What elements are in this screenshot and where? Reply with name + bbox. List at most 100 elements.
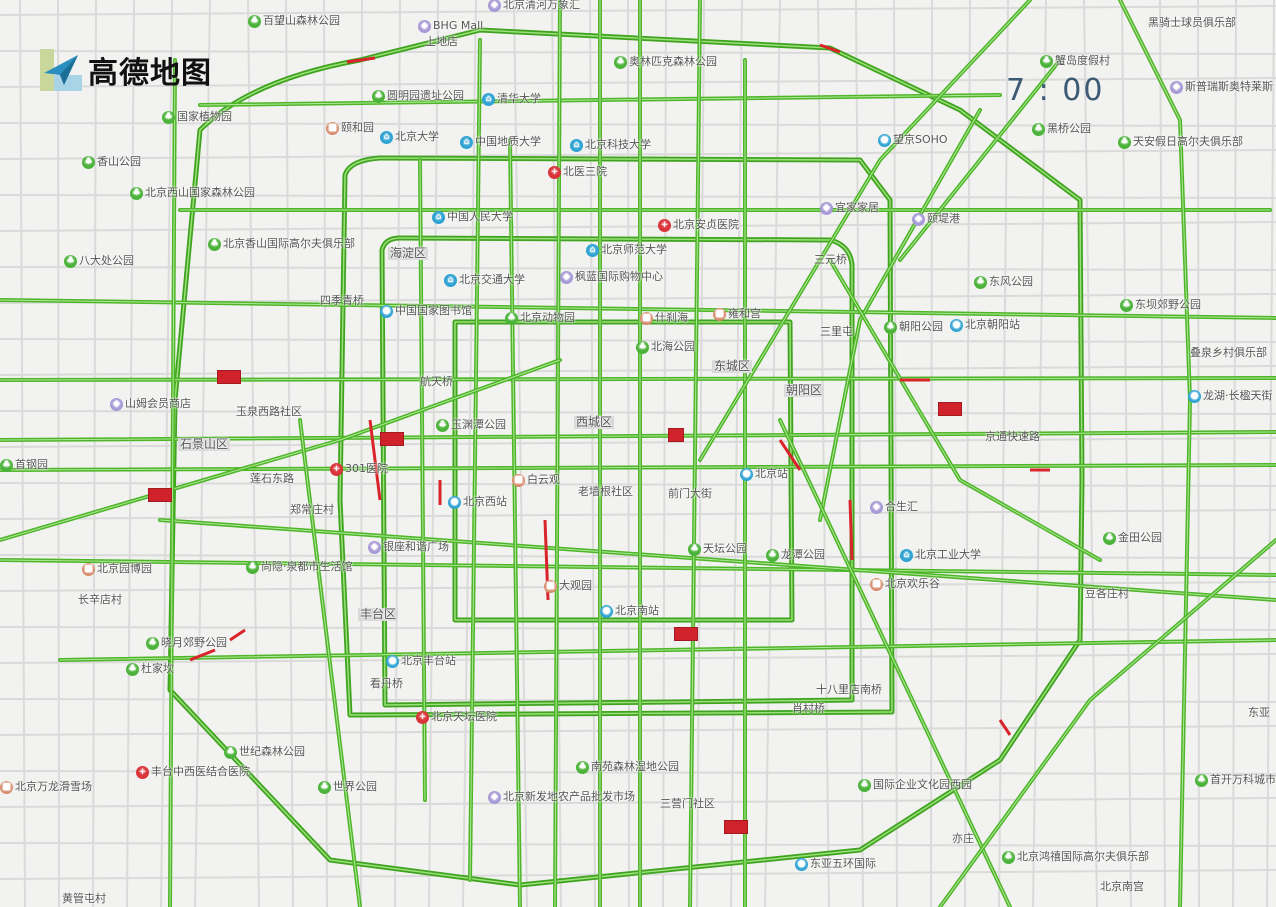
map-label-text[interactable]: 老墙根社区 [578, 485, 633, 498]
map-label-district[interactable]: 东城区 [712, 360, 753, 373]
map-label-park[interactable]: ♣ 尚隐·泉都市生活馆 [246, 560, 353, 574]
map-label-park[interactable]: ♣ 天安假日高尔夫俱乐部 [1118, 135, 1243, 149]
map-label-text[interactable]: 黄管屯村 [62, 892, 106, 905]
map-label-park[interactable]: ♣ 黑桥公园 [1032, 122, 1091, 136]
map-label-station[interactable]: ● 北京站 [740, 467, 788, 481]
map-label-text[interactable]: 京通快速路 [985, 430, 1040, 443]
map-label-hospital[interactable]: +301医院 [330, 462, 388, 476]
map-label-text[interactable]: 黑骑士球员俱乐部 [1148, 16, 1236, 29]
map-label-park[interactable]: ♣ 奥林匹克森林公园 [614, 55, 717, 69]
map-label-park[interactable]: ♣ 东风公园 [974, 275, 1033, 289]
map-label-text[interactable]: 三元桥 [814, 253, 847, 266]
map-label-mall[interactable]: ◆ BHG Mall [418, 19, 483, 33]
map-label-text[interactable]: 东亚 [1248, 706, 1270, 719]
map-label-school[interactable]: ⌂ 北京科技大学 [570, 138, 651, 152]
map-label-station[interactable]: ● 东亚五环国际 [795, 857, 876, 871]
map-label-text[interactable]: 十八里店南桥 [816, 683, 882, 696]
map-label-poi[interactable]: ■ 北京万龙滑雪场 [0, 780, 92, 794]
map-label-park[interactable]: ♣ 北京西山国家森林公园 [130, 186, 255, 200]
map-label-park[interactable]: ♣ 天坛公园 [688, 542, 747, 556]
map-label-park[interactable]: ♣ 蟹岛度假村 [1040, 54, 1110, 68]
map-label-station[interactable]: ● 北京西站 [448, 495, 507, 509]
map-label-mall[interactable]: ◆ 北京新发地农产品批发市场 [488, 790, 635, 804]
map-label-station[interactable]: ● 中国国家图书馆 [380, 304, 472, 318]
map-label-text[interactable]: 前门大街 [668, 487, 712, 500]
map-label-text[interactable]: 看丹桥 [370, 677, 403, 690]
map-label-park[interactable]: ♣ 东坝郊野公园 [1120, 298, 1201, 312]
map-label-hospital[interactable]: + 北医三院 [548, 165, 607, 179]
map-label-text[interactable]: 上地店 [425, 35, 458, 48]
map-label-district[interactable]: 海淀区 [388, 247, 429, 260]
map-label-poi[interactable]: ■ 白云观 [512, 473, 560, 487]
map-label-school[interactable]: ⌂ 北京工业大学 [900, 548, 981, 562]
map-label-station[interactable]: ● 望京SOHO [878, 133, 948, 147]
map-label-park[interactable]: ♣ 八大处公园 [64, 254, 134, 268]
map-label-station[interactable]: ● 北京南站 [600, 604, 659, 618]
map-label-park[interactable]: ♣ 北京动物园 [505, 311, 575, 325]
map-label-park[interactable]: ♣ 世界公园 [318, 780, 377, 794]
map-label-mall[interactable]: ◆ 颐堤港 [912, 212, 960, 226]
map-label-mall[interactable]: ◆ 银座和谐广场 [368, 540, 449, 554]
map-label-district[interactable]: 石景山区 [178, 438, 231, 451]
map-label-school[interactable]: ⌂ 北京师范大学 [586, 243, 667, 257]
map-label-text[interactable]: 三里屯 [820, 325, 853, 338]
map-label-park[interactable]: ♣ 圆明园遗址公园 [372, 89, 464, 103]
map-label-school[interactable]: ⌂ 北京大学 [380, 130, 439, 144]
map-label-park[interactable]: ♣ 香山公园 [82, 155, 141, 169]
map-label-text[interactable]: 豆各庄村 [1085, 587, 1129, 600]
map-label-district[interactable]: 西城区 [574, 416, 615, 429]
map-label-mall[interactable]: ◆ 斯普瑞斯奥特莱斯 [1170, 80, 1273, 94]
map-label-text[interactable]: 北京南宫 [1100, 880, 1144, 893]
map-label-station[interactable]: ● 北京丰台站 [386, 654, 456, 668]
map-label-mall[interactable]: ◆ 北京清河万象汇 [488, 0, 580, 12]
map-label-text[interactable]: 四季青桥 [320, 294, 364, 307]
map-label-text[interactable]: 三营门社区 [660, 797, 715, 810]
map-label-park[interactable]: ♣ 国际企业文化园西园 [858, 778, 972, 792]
map-label-mall[interactable]: ◆ 枫蓝国际购物中心 [560, 270, 663, 284]
map-label-district[interactable]: 朝阳区 [784, 384, 825, 397]
map-label-hospital[interactable]: + 丰台中西医结合医院 [136, 765, 250, 779]
map-label-district[interactable]: 丰台区 [358, 608, 399, 621]
map-label-park[interactable]: ♣首开万科城市之光 [1195, 773, 1276, 787]
map-label-park[interactable]: ♣ 百望山森林公园 [248, 14, 340, 28]
map-label-poi[interactable]: ■ 雍和宫 [713, 307, 761, 321]
map-label-text[interactable]: 玉泉西路社区 [236, 405, 302, 418]
map-label-text[interactable]: 肖村桥 [792, 702, 825, 715]
map-label-text[interactable]: 郑常庄村 [290, 503, 334, 516]
map-label-school[interactable]: ⌂ 清华大学 [482, 92, 541, 106]
map-label-park[interactable]: ♣ 南苑森林湿地公园 [576, 760, 679, 774]
map-label-park[interactable]: ♣ 国家植物园 [162, 110, 232, 124]
map-label-text[interactable]: 航天桥 [420, 375, 453, 388]
map-label-text[interactable]: 叠泉乡村俱乐部 [1190, 346, 1267, 359]
map-label-station[interactable]: ● 北京朝阳站 [950, 318, 1020, 332]
map-label-poi[interactable]: ■ 什刹海 [640, 311, 688, 325]
map-label-park[interactable]: ♣ 世纪森林公园 [224, 745, 305, 759]
map-label-park[interactable]: ♣ 北海公园 [636, 340, 695, 354]
map-label-school[interactable]: ⌂ 中国地质大学 [460, 135, 541, 149]
map-label-park[interactable]: ♣ 杜家坎 [126, 662, 174, 676]
map-label-park[interactable]: ♣ 北京香山国际高尔夫俱乐部 [208, 237, 355, 251]
map-label-poi[interactable]: ■ 北京欢乐谷 [870, 577, 940, 591]
map-label-station[interactable]: ● 龙湖·长楹天街 [1188, 389, 1273, 403]
map-label-poi[interactable]: ■ 颐和园 [326, 121, 374, 135]
map-label-mall[interactable]: ◆ 合生汇 [870, 500, 918, 514]
map-label-text[interactable]: 长辛店村 [78, 593, 122, 606]
map-label-park[interactable]: ♣ 首钢园 [0, 458, 48, 472]
map-label-park[interactable]: ♣ 晓月郊野公园 [146, 636, 227, 650]
map-label-hospital[interactable]: + 北京天坛医院 [416, 710, 497, 724]
map-label-mall[interactable]: ◆ 宜家家居 [820, 201, 879, 215]
map-label-mall[interactable]: ◆ 山姆会员商店 [110, 397, 191, 411]
map-label-text[interactable]: 莲石东路 [250, 472, 294, 485]
map-label-hospital[interactable]: + 北京安贞医院 [658, 218, 739, 232]
map-label-park[interactable]: ♣ 玉渊潭公园 [436, 418, 506, 432]
map-label-park[interactable]: ♣ 朝阳公园 [884, 320, 943, 334]
map-label-poi[interactable]: ■ 大观园 [544, 579, 592, 593]
map-label-park[interactable]: ♣ 北京鸿禧国际高尔夫俱乐部 [1002, 850, 1149, 864]
map-label-text[interactable]: 亦庄 [952, 832, 974, 845]
map-label-school[interactable]: ⌂ 中国人民大学 [432, 210, 513, 224]
map-label-school[interactable]: ⌂ 北京交通大学 [444, 273, 525, 287]
map-label-park[interactable]: ♣ 龙潭公园 [766, 548, 825, 562]
map-label-poi[interactable]: ■ 北京园博园 [82, 562, 152, 576]
map-label-park[interactable]: ♣ 金田公园 [1103, 531, 1162, 545]
